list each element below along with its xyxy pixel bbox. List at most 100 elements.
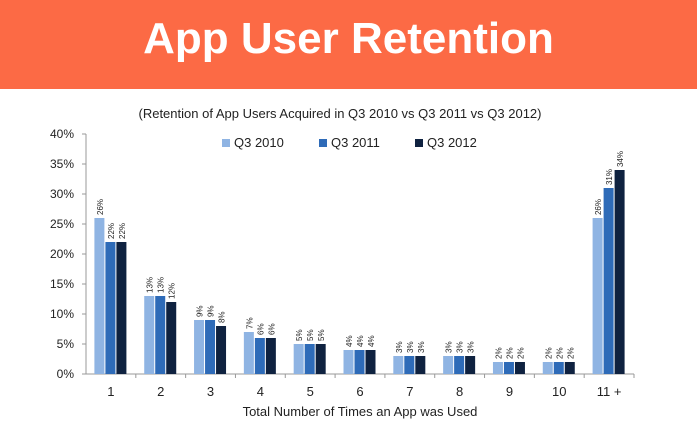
data-label: 6% [267, 323, 276, 335]
bar [265, 338, 276, 374]
data-label: 4% [367, 335, 376, 347]
legend-label: Q3 2012 [427, 135, 477, 150]
data-label: 3% [417, 341, 426, 353]
data-label: 4% [345, 335, 354, 347]
axes: 0% 5% 10% 15% 20% 25% 30% 35% 40% 1 2 3 4 5 6 7 8 9 10 11 + [50, 127, 635, 399]
y-tick-label: 25% [50, 217, 74, 231]
bar [315, 344, 326, 374]
data-label: 5% [295, 329, 304, 341]
legend-swatch [415, 139, 423, 147]
bar [404, 356, 415, 374]
data-label: 8% [218, 311, 227, 323]
bar [443, 356, 454, 374]
data-label: 2% [544, 347, 553, 359]
data-label: 3% [467, 341, 476, 353]
legend-label: Q3 2010 [234, 135, 284, 150]
data-label: 3% [406, 341, 415, 353]
data-label: 26% [96, 199, 105, 215]
legend-label: Q3 2011 [331, 135, 380, 150]
bar [454, 356, 465, 374]
bar [354, 350, 365, 374]
bar [393, 356, 404, 374]
bar [94, 218, 105, 374]
bar [304, 344, 315, 374]
x-axis-label: Total Number of Times an App was Used [243, 404, 478, 419]
bar [614, 170, 625, 374]
x-tick-label: 4 [257, 384, 264, 399]
data-label: 5% [317, 329, 326, 341]
x-tick-label: 1 [107, 384, 114, 399]
bar [592, 218, 603, 374]
x-tick-label: 6 [356, 384, 363, 399]
bar-chart: (Retention of App Users Acquired in Q3 2… [50, 106, 635, 419]
legend-swatch [222, 139, 230, 147]
x-tick-label: 11 + [597, 384, 622, 399]
bar [216, 326, 227, 374]
data-label: 2% [555, 347, 564, 359]
data-label: 3% [445, 341, 454, 353]
y-tick-label: 30% [50, 187, 74, 201]
bar [254, 338, 265, 374]
y-tick-label: 20% [50, 247, 74, 261]
bar [415, 356, 426, 374]
data-label: 5% [306, 329, 315, 341]
y-tick-label: 10% [50, 307, 74, 321]
x-tick-label: 7 [406, 384, 413, 399]
bar [194, 320, 205, 374]
legend-swatch [319, 139, 327, 147]
bar [365, 350, 376, 374]
data-label: 2% [516, 347, 525, 359]
data-label: 4% [356, 335, 365, 347]
y-tick-label: 40% [50, 127, 74, 141]
data-label: 2% [566, 347, 575, 359]
bar [542, 362, 553, 374]
chart-title: (Retention of App Users Acquired in Q3 2… [139, 106, 542, 121]
y-tick-label: 15% [50, 277, 74, 291]
data-label: 7% [245, 317, 254, 329]
x-tick-label: 5 [307, 384, 314, 399]
bar [205, 320, 216, 374]
data-label: 6% [256, 323, 265, 335]
bars: 26%22% 22%13% 13% 12%9% 9%8%7%6% 6%5% 5% 5%4% 4%… [94, 151, 625, 374]
x-tick-label: 2 [157, 384, 164, 399]
x-tick-label: 8 [456, 384, 463, 399]
bar [564, 362, 575, 374]
bar [116, 242, 127, 374]
bar [105, 242, 116, 374]
legend: Q3 2010 Q3 2011 Q3 2012 [222, 135, 477, 150]
header-banner: App User Retention [0, 0, 697, 89]
bar [492, 362, 503, 374]
data-label: 2% [494, 347, 503, 359]
data-label: 34% [616, 151, 625, 167]
bar [553, 362, 564, 374]
data-label: 31% [605, 169, 614, 185]
bar [144, 296, 155, 374]
data-label: 12% [168, 283, 177, 299]
y-tick-label: 35% [50, 157, 74, 171]
data-label: 13% [157, 277, 166, 293]
bar [343, 350, 354, 374]
data-label: 13% [146, 277, 155, 293]
data-label: 2% [505, 347, 514, 359]
data-label: 22% [107, 223, 116, 239]
page-title: App User Retention [143, 14, 554, 63]
data-label: 3% [395, 341, 404, 353]
bar [155, 296, 166, 374]
data-label: 22% [118, 223, 127, 239]
bar [514, 362, 525, 374]
bar [293, 344, 304, 374]
bar [503, 362, 514, 374]
bar [166, 302, 177, 374]
bar [603, 188, 614, 374]
data-label: 9% [196, 305, 205, 317]
data-label: 3% [456, 341, 465, 353]
x-tick-label: 10 [552, 384, 566, 399]
y-tick-label: 5% [57, 337, 75, 351]
data-label: 26% [594, 199, 603, 215]
x-tick-label: 9 [506, 384, 513, 399]
bar [243, 332, 254, 374]
x-tick-label: 3 [207, 384, 214, 399]
data-label: 9% [207, 305, 216, 317]
bar [465, 356, 476, 374]
y-tick-label: 0% [57, 367, 75, 381]
